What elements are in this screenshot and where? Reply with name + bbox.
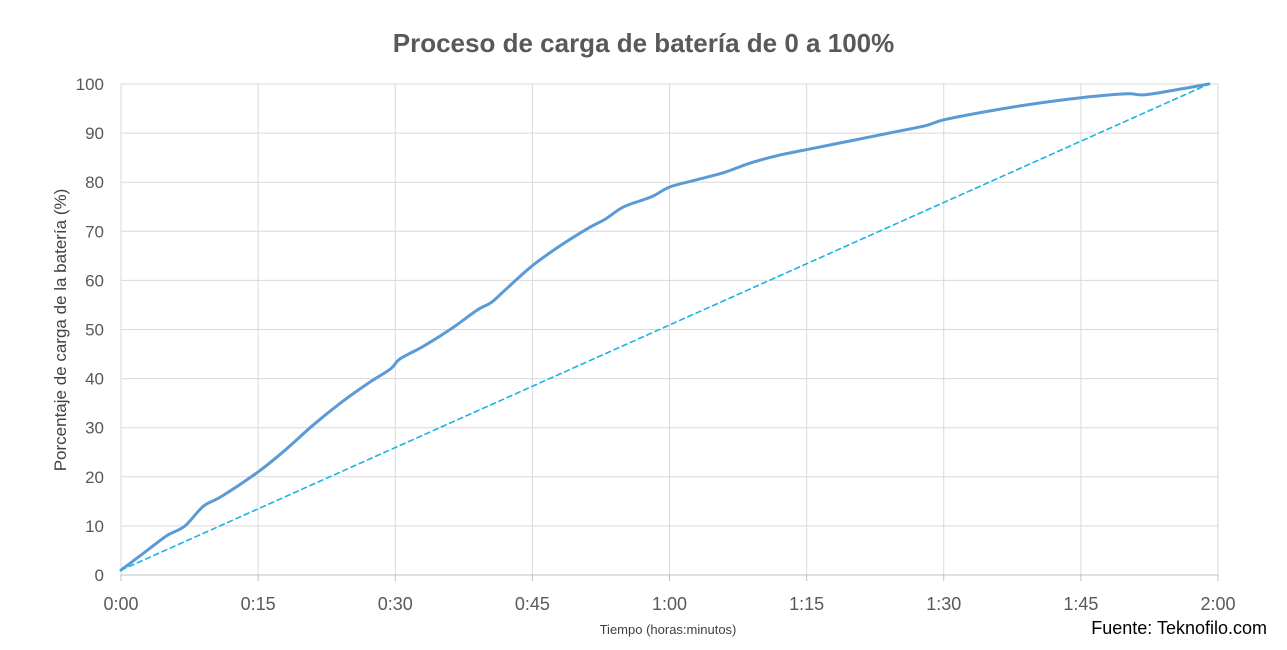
- y-tick-label: 20: [85, 468, 104, 487]
- x-tick-label: 1:30: [926, 594, 961, 614]
- y-tick-label: 90: [85, 124, 104, 143]
- x-tick-label: 1:45: [1063, 594, 1098, 614]
- y-tick-label: 80: [85, 173, 104, 192]
- x-axis-label: Tiempo (horas:minutos): [599, 622, 737, 637]
- x-tick-label: 0:45: [515, 594, 550, 614]
- x-tick-label: 0:00: [103, 594, 138, 614]
- x-tick-label: 0:30: [378, 594, 413, 614]
- chart-title: Proceso de carga de batería de 0 a 100%: [392, 28, 895, 58]
- x-tick-label: 2:00: [1200, 594, 1235, 614]
- x-tick-label: 1:15: [789, 594, 824, 614]
- y-tick-label: 0: [95, 566, 104, 585]
- source-credit: Fuente: Teknofilo.com: [1091, 618, 1267, 638]
- x-tick-label: 1:00: [652, 594, 687, 614]
- series-line-dashed: [120, 83, 1210, 571]
- series-line-solid: [119, 82, 1211, 572]
- y-tick-label: 70: [85, 222, 104, 241]
- y-tick-label: 50: [85, 321, 104, 340]
- y-axis-label: Porcentaje de carga de la batería (%): [51, 188, 70, 472]
- y-tick-label: 30: [85, 419, 104, 438]
- y-tick-label: 40: [85, 370, 104, 389]
- y-tick-label: 100: [76, 75, 104, 94]
- x-tick-label: 0:15: [241, 594, 276, 614]
- y-tick-label: 10: [85, 517, 104, 536]
- y-tick-label: 60: [85, 271, 104, 290]
